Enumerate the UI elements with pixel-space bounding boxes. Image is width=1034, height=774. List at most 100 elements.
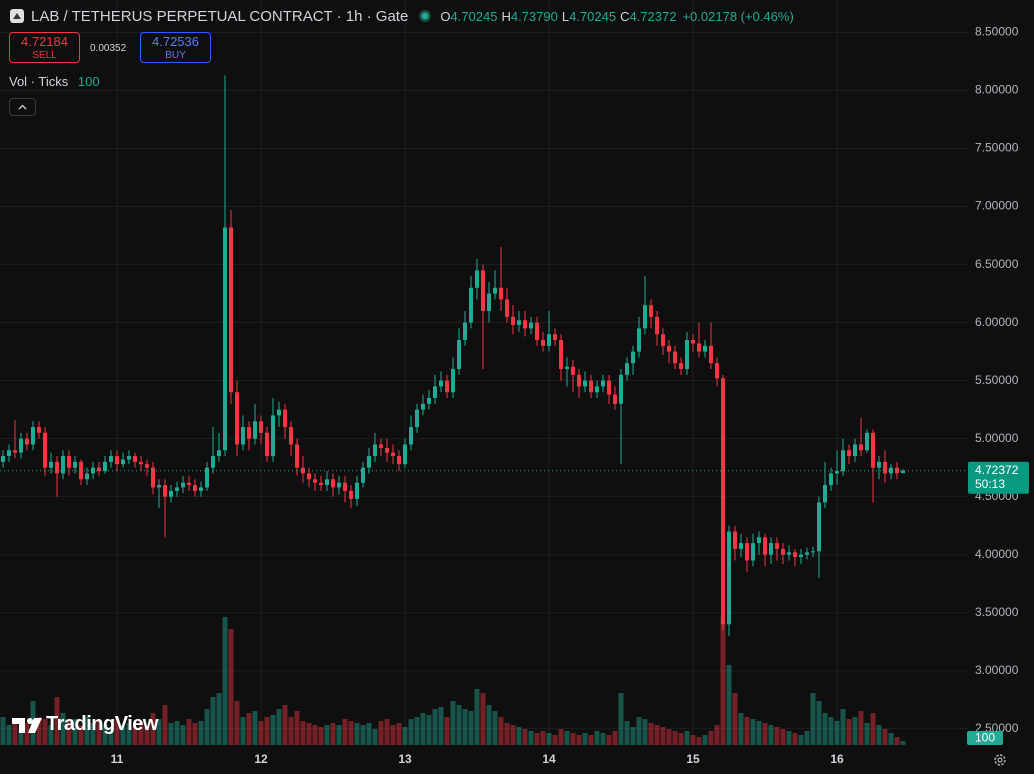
volume-bar bbox=[24, 723, 30, 745]
volume-bar bbox=[126, 723, 132, 745]
y-tick-label: 3.00000 bbox=[975, 663, 1019, 677]
x-tick-label: 16 bbox=[830, 752, 844, 766]
volume-bar bbox=[132, 727, 138, 745]
volume-bar bbox=[174, 721, 180, 745]
volume-bar bbox=[822, 713, 828, 745]
volume-bar bbox=[48, 725, 54, 745]
volume-bar bbox=[306, 723, 312, 745]
chart-title: LAB / TETHERUS PERPETUAL CONTRACT · 1h ·… bbox=[31, 7, 409, 25]
volume-bar bbox=[882, 729, 888, 745]
candle-body bbox=[139, 461, 143, 465]
candle-body bbox=[787, 552, 791, 555]
candle-body bbox=[97, 467, 101, 472]
candle-body bbox=[727, 531, 731, 625]
volume-bar bbox=[774, 727, 780, 745]
candle-body bbox=[595, 386, 599, 393]
volume-bar bbox=[534, 733, 540, 745]
candle-body bbox=[487, 293, 491, 311]
candle-body bbox=[541, 340, 545, 346]
sell-button[interactable]: 4.72184 SELL bbox=[9, 32, 80, 63]
candle-body bbox=[13, 450, 17, 453]
volume-bar bbox=[366, 723, 372, 745]
candle-body bbox=[67, 456, 71, 468]
candle-body bbox=[769, 543, 773, 555]
volume-bar bbox=[624, 721, 630, 745]
volume-bar bbox=[84, 717, 90, 745]
volume-bar bbox=[630, 727, 636, 745]
last-price-label: 4.72372 bbox=[975, 463, 1019, 477]
volume-bar bbox=[780, 729, 786, 745]
volume-bar bbox=[102, 725, 108, 745]
volume-bar bbox=[162, 705, 168, 745]
candle-body bbox=[889, 467, 893, 474]
collapse-button[interactable] bbox=[9, 98, 36, 116]
candle-body bbox=[523, 320, 527, 329]
volume-bar bbox=[348, 721, 354, 745]
candle-body bbox=[265, 432, 269, 457]
volume-bar bbox=[252, 711, 258, 745]
volume-bar bbox=[96, 721, 102, 745]
volume-bar bbox=[816, 701, 822, 745]
candle-body bbox=[805, 552, 809, 555]
candle-body bbox=[121, 459, 125, 465]
candle-body bbox=[337, 482, 341, 488]
candle-body bbox=[583, 380, 587, 387]
volume-bar bbox=[744, 717, 750, 745]
volume-bar bbox=[702, 735, 708, 745]
candle-body bbox=[631, 351, 635, 364]
candle-body bbox=[733, 531, 737, 549]
buy-button[interactable]: 4.72536 BUY bbox=[140, 32, 211, 63]
legend-value: 4.72372 bbox=[629, 8, 677, 24]
volume-bar bbox=[492, 711, 498, 745]
candle-body bbox=[91, 467, 95, 474]
candle-body bbox=[403, 444, 407, 465]
volume-bar bbox=[594, 731, 600, 745]
volume-bar bbox=[828, 717, 834, 745]
volume-bar bbox=[768, 725, 774, 745]
candle-body bbox=[607, 380, 611, 395]
candle-body bbox=[271, 415, 275, 457]
volume-bar bbox=[798, 735, 804, 745]
volume-bar bbox=[270, 715, 276, 745]
volume-bar bbox=[378, 721, 384, 745]
volume-bar bbox=[684, 731, 690, 745]
volume-legend: Vol · Ticks 100 bbox=[9, 74, 100, 89]
candle-body bbox=[211, 456, 215, 468]
candle-body bbox=[43, 432, 47, 468]
candle-body bbox=[133, 456, 137, 462]
volume-bar bbox=[246, 713, 252, 745]
candle-body bbox=[205, 467, 209, 488]
last-price-tag bbox=[968, 461, 1029, 494]
volume-bar bbox=[0, 717, 6, 745]
candle-body bbox=[511, 316, 515, 325]
volume-bar bbox=[456, 705, 462, 745]
volume-bar bbox=[120, 725, 126, 745]
candle-body bbox=[157, 485, 161, 488]
legend-value: 4.73790 bbox=[510, 8, 558, 24]
volume-bar bbox=[276, 709, 282, 745]
volume-bar bbox=[840, 709, 846, 745]
volume-bar bbox=[804, 731, 810, 745]
candle-body bbox=[295, 444, 299, 468]
candle-body bbox=[19, 438, 23, 453]
volume-value: 100 bbox=[77, 74, 100, 89]
candle-body bbox=[427, 398, 431, 404]
y-tick-label: 8.50000 bbox=[975, 25, 1019, 39]
volume-bar bbox=[900, 741, 906, 745]
volume-bar bbox=[876, 725, 882, 745]
candle-body bbox=[433, 386, 437, 399]
volume-bar bbox=[654, 725, 660, 745]
volume-bar bbox=[234, 701, 240, 745]
candle-body bbox=[49, 461, 53, 468]
candle-body bbox=[823, 485, 827, 503]
candle-body bbox=[1, 456, 5, 462]
candle-body bbox=[127, 456, 131, 460]
volume-bar bbox=[894, 737, 900, 745]
candle-body bbox=[745, 543, 749, 561]
volume-bar bbox=[156, 719, 162, 745]
volume-bar bbox=[426, 715, 432, 745]
legend-value: 4.70245 bbox=[450, 8, 498, 24]
candle-body bbox=[799, 554, 803, 558]
candle-body bbox=[529, 322, 533, 329]
